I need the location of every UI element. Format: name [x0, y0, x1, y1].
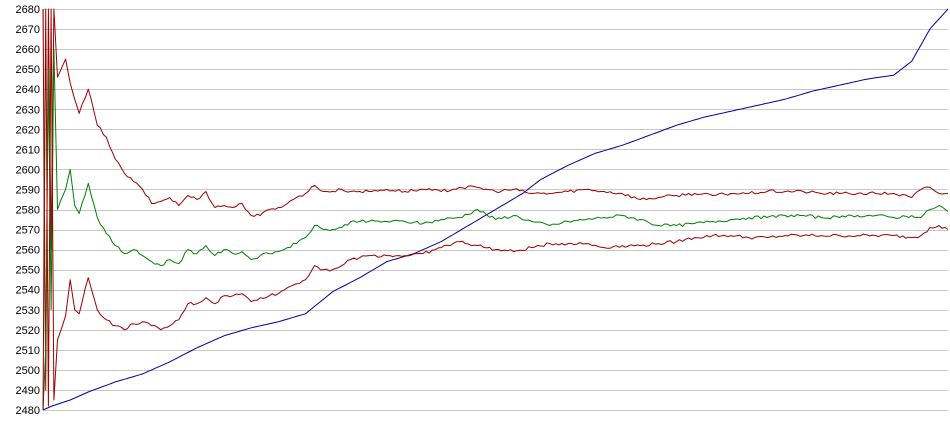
- y-tick-label: 2530: [16, 305, 40, 317]
- axes: 2480 2490 2500 2510 2520 2530 2540 2550 2560 2570…: [16, 4, 44, 417]
- y-tick-label: 2660: [16, 44, 40, 56]
- series-line-3: [42, 48, 949, 411]
- y-tick-label: 2560: [16, 245, 40, 257]
- y-tick-label: 2550: [16, 265, 40, 277]
- y-tick-label: 2650: [16, 64, 40, 76]
- y-tick-label: 2500: [16, 365, 40, 377]
- y-tick-label: 2490: [16, 385, 40, 397]
- y-tick-label: 2620: [16, 124, 40, 136]
- y-tick-label: 2540: [16, 285, 40, 297]
- series-line-2: [42, 8, 949, 391]
- series-line-1: [42, 8, 949, 411]
- y-tick-label: 2590: [16, 184, 40, 196]
- y-tick-label: 2630: [16, 104, 40, 116]
- y-tick-label: 2510: [16, 345, 40, 357]
- y-tick-label: 2480: [16, 405, 40, 417]
- series-group: [42, 8, 949, 411]
- y-tick-label: 2680: [16, 4, 40, 16]
- y-tick-label: 2580: [16, 205, 40, 217]
- y-tick-label: 2570: [16, 225, 40, 237]
- series-line-4: [42, 8, 949, 411]
- grid: [43, 9, 948, 411]
- y-tick-label: 2610: [16, 144, 40, 156]
- y-tick-label: 2600: [16, 164, 40, 176]
- y-tick-label: 2670: [16, 24, 40, 36]
- y-tick-label: 2520: [16, 325, 40, 337]
- y-tick-label: 2640: [16, 84, 40, 96]
